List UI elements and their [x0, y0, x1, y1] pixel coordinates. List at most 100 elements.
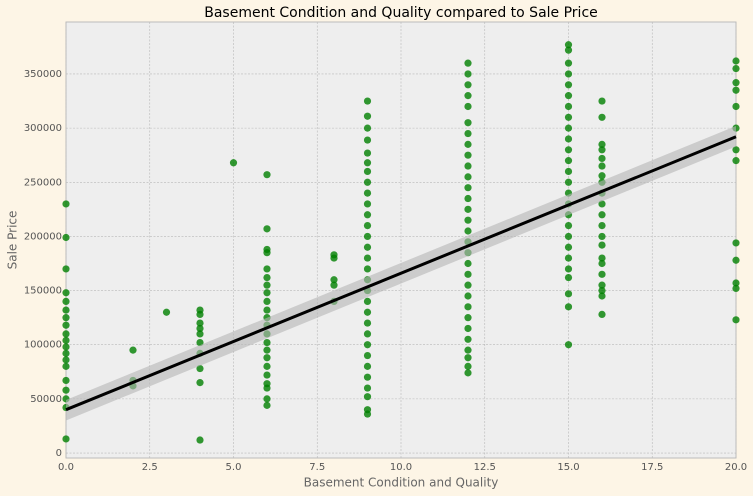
x-axis-label: Basement Condition and Quality — [304, 476, 499, 490]
point — [598, 270, 606, 278]
point — [464, 59, 472, 67]
point — [732, 86, 740, 94]
point — [196, 324, 204, 333]
point — [564, 303, 573, 311]
point — [564, 167, 573, 176]
point — [564, 135, 573, 143]
point — [732, 256, 740, 264]
point — [598, 146, 606, 154]
point — [62, 376, 70, 385]
point — [263, 281, 271, 289]
point — [464, 270, 472, 278]
point — [564, 254, 573, 262]
point — [564, 221, 573, 230]
point — [196, 330, 204, 338]
point — [363, 243, 372, 251]
y-tick-label: 250000 — [24, 177, 62, 188]
point — [464, 292, 472, 300]
y-tick-label: 0 — [56, 448, 62, 459]
x-tick-label: 2.5 — [142, 462, 158, 473]
point — [62, 233, 70, 242]
x-tick-label: 10.0 — [390, 462, 412, 473]
point — [162, 308, 171, 316]
point — [263, 384, 271, 392]
point — [363, 410, 372, 418]
x-tick-label: 15.0 — [557, 462, 579, 473]
point — [464, 369, 472, 377]
point — [598, 241, 606, 249]
point — [464, 346, 472, 354]
x-tick-label: 12.5 — [474, 462, 496, 473]
point — [598, 259, 606, 268]
point — [62, 336, 70, 344]
point — [363, 265, 372, 273]
point — [363, 319, 372, 327]
point — [196, 436, 204, 444]
point — [732, 279, 740, 287]
point — [564, 92, 573, 100]
point — [598, 97, 606, 105]
point — [263, 346, 271, 354]
point — [464, 119, 472, 127]
point — [564, 232, 573, 241]
point — [564, 341, 573, 349]
point — [263, 306, 271, 314]
point — [363, 200, 372, 208]
point — [62, 386, 70, 394]
point — [263, 362, 271, 370]
point — [363, 97, 372, 105]
point — [564, 59, 573, 67]
point — [263, 354, 271, 362]
x-tick-label: 17.5 — [641, 462, 663, 473]
point — [263, 338, 271, 347]
y-tick-label: 200000 — [24, 231, 62, 242]
point — [196, 364, 204, 373]
point — [732, 102, 740, 111]
point — [564, 41, 573, 49]
point — [564, 157, 573, 165]
point — [363, 341, 372, 349]
point — [464, 102, 472, 111]
point — [330, 254, 338, 262]
point — [62, 321, 70, 329]
point — [732, 79, 740, 87]
point — [363, 167, 372, 176]
point — [598, 200, 606, 208]
y-tick-label: 150000 — [24, 286, 62, 297]
point — [263, 273, 271, 282]
point — [464, 184, 472, 192]
point — [564, 70, 573, 78]
point — [564, 265, 573, 273]
point — [598, 113, 606, 121]
point — [464, 314, 472, 322]
point — [464, 227, 472, 235]
point — [732, 316, 740, 324]
point — [129, 346, 137, 354]
point — [363, 254, 372, 262]
point — [464, 324, 472, 333]
x-tick-label: 7.5 — [309, 462, 325, 473]
point — [598, 310, 606, 318]
point — [263, 265, 271, 273]
point — [464, 194, 472, 203]
point — [564, 81, 573, 89]
point — [598, 254, 606, 262]
point — [464, 205, 472, 213]
point — [598, 211, 606, 219]
point — [263, 249, 271, 257]
point — [363, 384, 372, 392]
point — [263, 395, 271, 403]
point — [598, 140, 606, 148]
point — [363, 189, 372, 197]
point — [62, 265, 70, 273]
point — [263, 289, 271, 297]
point — [62, 314, 70, 322]
y-tick-label: 50000 — [30, 394, 62, 405]
point — [363, 178, 372, 186]
point — [732, 146, 740, 154]
x-tick-label: 0.0 — [58, 462, 74, 473]
point — [598, 286, 606, 295]
point — [363, 112, 372, 120]
point — [229, 159, 238, 167]
